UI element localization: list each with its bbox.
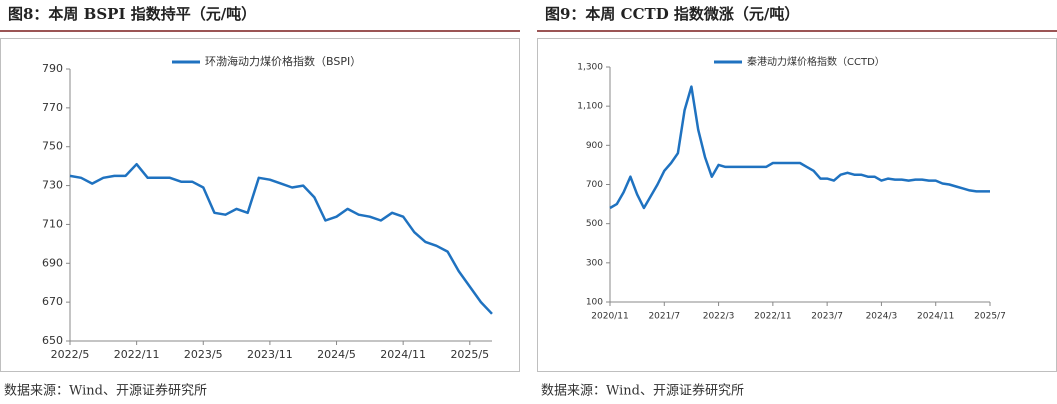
x-tick-label: 2024/3 [866,312,898,322]
x-tick-label: 2022/3 [703,312,735,322]
y-tick-label: 650 [42,334,63,347]
y-tick-label: 690 [42,256,63,269]
y-tick-label: 790 [42,62,63,75]
source-note: 数据来源：Wind、开源证券研究所 [541,383,744,399]
x-tick-label: 2024/11 [917,312,954,322]
chart-title: 图8：本周 BSPI 指数持平（元/吨） [8,5,256,23]
y-tick-label: 100 [586,298,603,308]
y-tick-label: 770 [42,101,63,114]
x-tick-label: 2022/5 [51,348,90,361]
source-note: 数据来源：Wind、开源证券研究所 [4,383,207,399]
x-tick-label: 2022/11 [114,348,160,361]
x-tick-label: 2024/11 [380,348,426,361]
chart-title: 图9：本周 CCTD 指数微涨（元/吨） [545,5,799,23]
data-line [609,85,990,210]
y-tick-label: 710 [42,217,63,230]
x-tick-label: 2025/7 [974,312,1006,322]
y-tick-label: 750 [42,140,63,153]
y-tick-label: 700 [586,180,603,190]
y-tick-label: 1,300 [577,63,603,73]
y-tick-label: 500 [586,219,603,229]
y-tick-label: 730 [42,179,63,192]
y-tick-label: 670 [42,295,63,308]
x-tick-label: 2022/11 [754,312,791,322]
legend-label: 环渤海动力煤价格指数（BSPI） [205,54,361,68]
chart-frame [0,38,520,372]
x-tick-label: 2023/11 [247,348,293,361]
x-tick-label: 2023/7 [811,312,843,322]
x-tick-label: 2023/5 [184,348,223,361]
y-tick-label: 1,100 [577,102,603,112]
x-tick-label: 2020/11 [591,312,628,322]
x-tick-label: 2024/5 [317,348,356,361]
data-line [69,162,493,315]
x-tick-label: 2021/7 [648,312,680,322]
y-tick-label: 300 [586,258,603,268]
legend-label: 秦港动力煤价格指数（CCTD） [747,55,885,68]
y-tick-label: 900 [586,141,603,151]
x-tick-label: 2025/5 [450,348,489,361]
